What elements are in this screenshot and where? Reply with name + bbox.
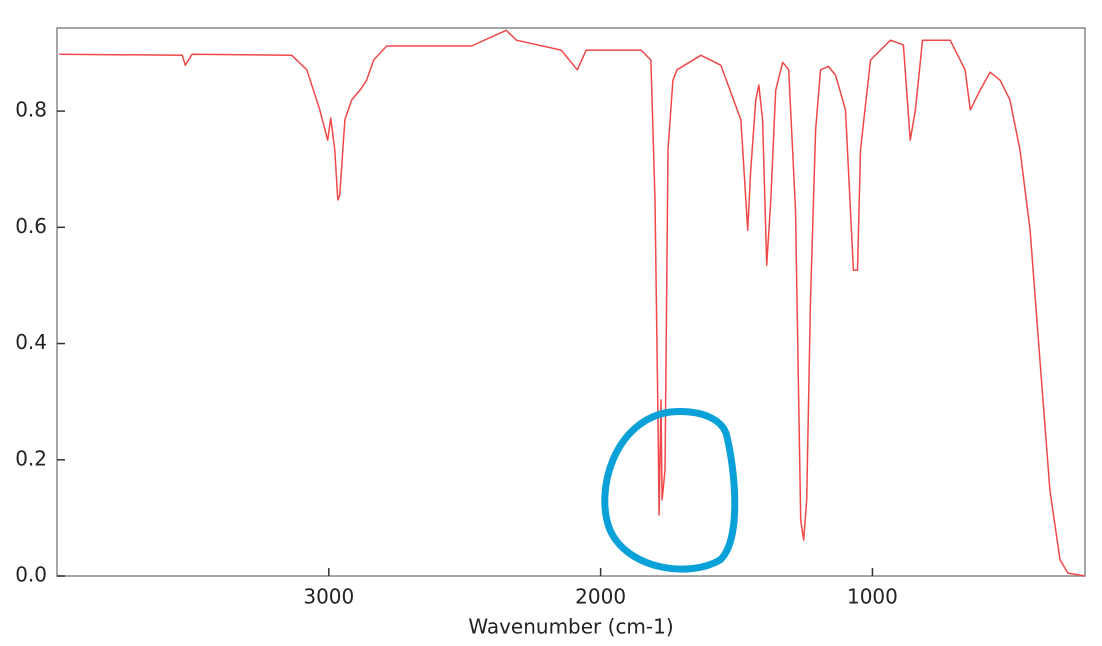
y-tick-label: 0.0 [15,563,47,587]
plot-frame [56,27,1086,577]
y-tick-label: 0.4 [15,330,47,354]
x-tick-label: 3000 [303,585,354,609]
y-tick-label: 0.6 [15,214,47,238]
annotation-circle [601,408,739,573]
y-tick-label: 0.2 [15,446,47,470]
x-axis-label: Wavenumber (cm-1) [468,615,673,639]
x-tick-label: 2000 [575,585,626,609]
y-tick-label: 0.8 [15,98,47,122]
spectrum-line [59,29,1086,577]
x-tick-label: 1000 [847,585,898,609]
